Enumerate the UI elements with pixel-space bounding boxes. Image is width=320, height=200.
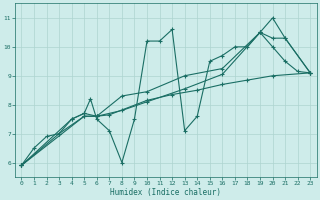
X-axis label: Humidex (Indice chaleur): Humidex (Indice chaleur) <box>110 188 221 197</box>
